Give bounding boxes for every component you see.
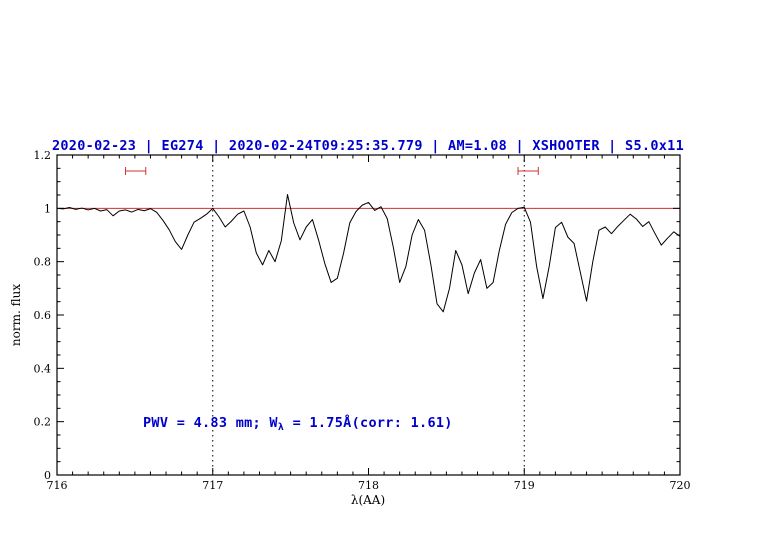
- y-tick-label: 0.6: [34, 309, 52, 322]
- annotation-prefix: PWV = 4.83 mm; W: [143, 415, 278, 431]
- y-tick-label: 0: [44, 469, 51, 482]
- y-tick-label: 0.4: [34, 362, 52, 375]
- annotation-text: PWV = 4.83 mm; Wλ = 1.75Å(corr: 1.61): [143, 414, 453, 433]
- x-tick-label: 720: [670, 479, 691, 492]
- annotation-subscript: λ: [278, 422, 284, 433]
- x-tick-label: 717: [202, 479, 223, 492]
- x-tick-label: 719: [514, 479, 535, 492]
- x-tick-label: 716: [47, 479, 68, 492]
- plot-title: 2020-02-23 | EG274 | 2020-02-24T09:25:35…: [52, 138, 684, 154]
- x-tick-label: 718: [358, 479, 379, 492]
- spectrum-line: [56, 193, 681, 313]
- y-tick-label: 0.8: [34, 256, 52, 269]
- plot-layer: 716 717 718 719 720 0 0.2 0.4 0.6 0.8 1 1.2: [34, 149, 691, 492]
- x-axis-label: λ(AA): [351, 493, 385, 507]
- y-tick-label: 0.2: [34, 416, 52, 429]
- y-axis-label: norm. flux: [9, 284, 23, 346]
- annotation-suffix: = 1.75Å(corr: 1.61): [284, 414, 453, 431]
- y-tick-label: 1: [44, 202, 51, 215]
- y-tick-label: 1.2: [34, 149, 52, 162]
